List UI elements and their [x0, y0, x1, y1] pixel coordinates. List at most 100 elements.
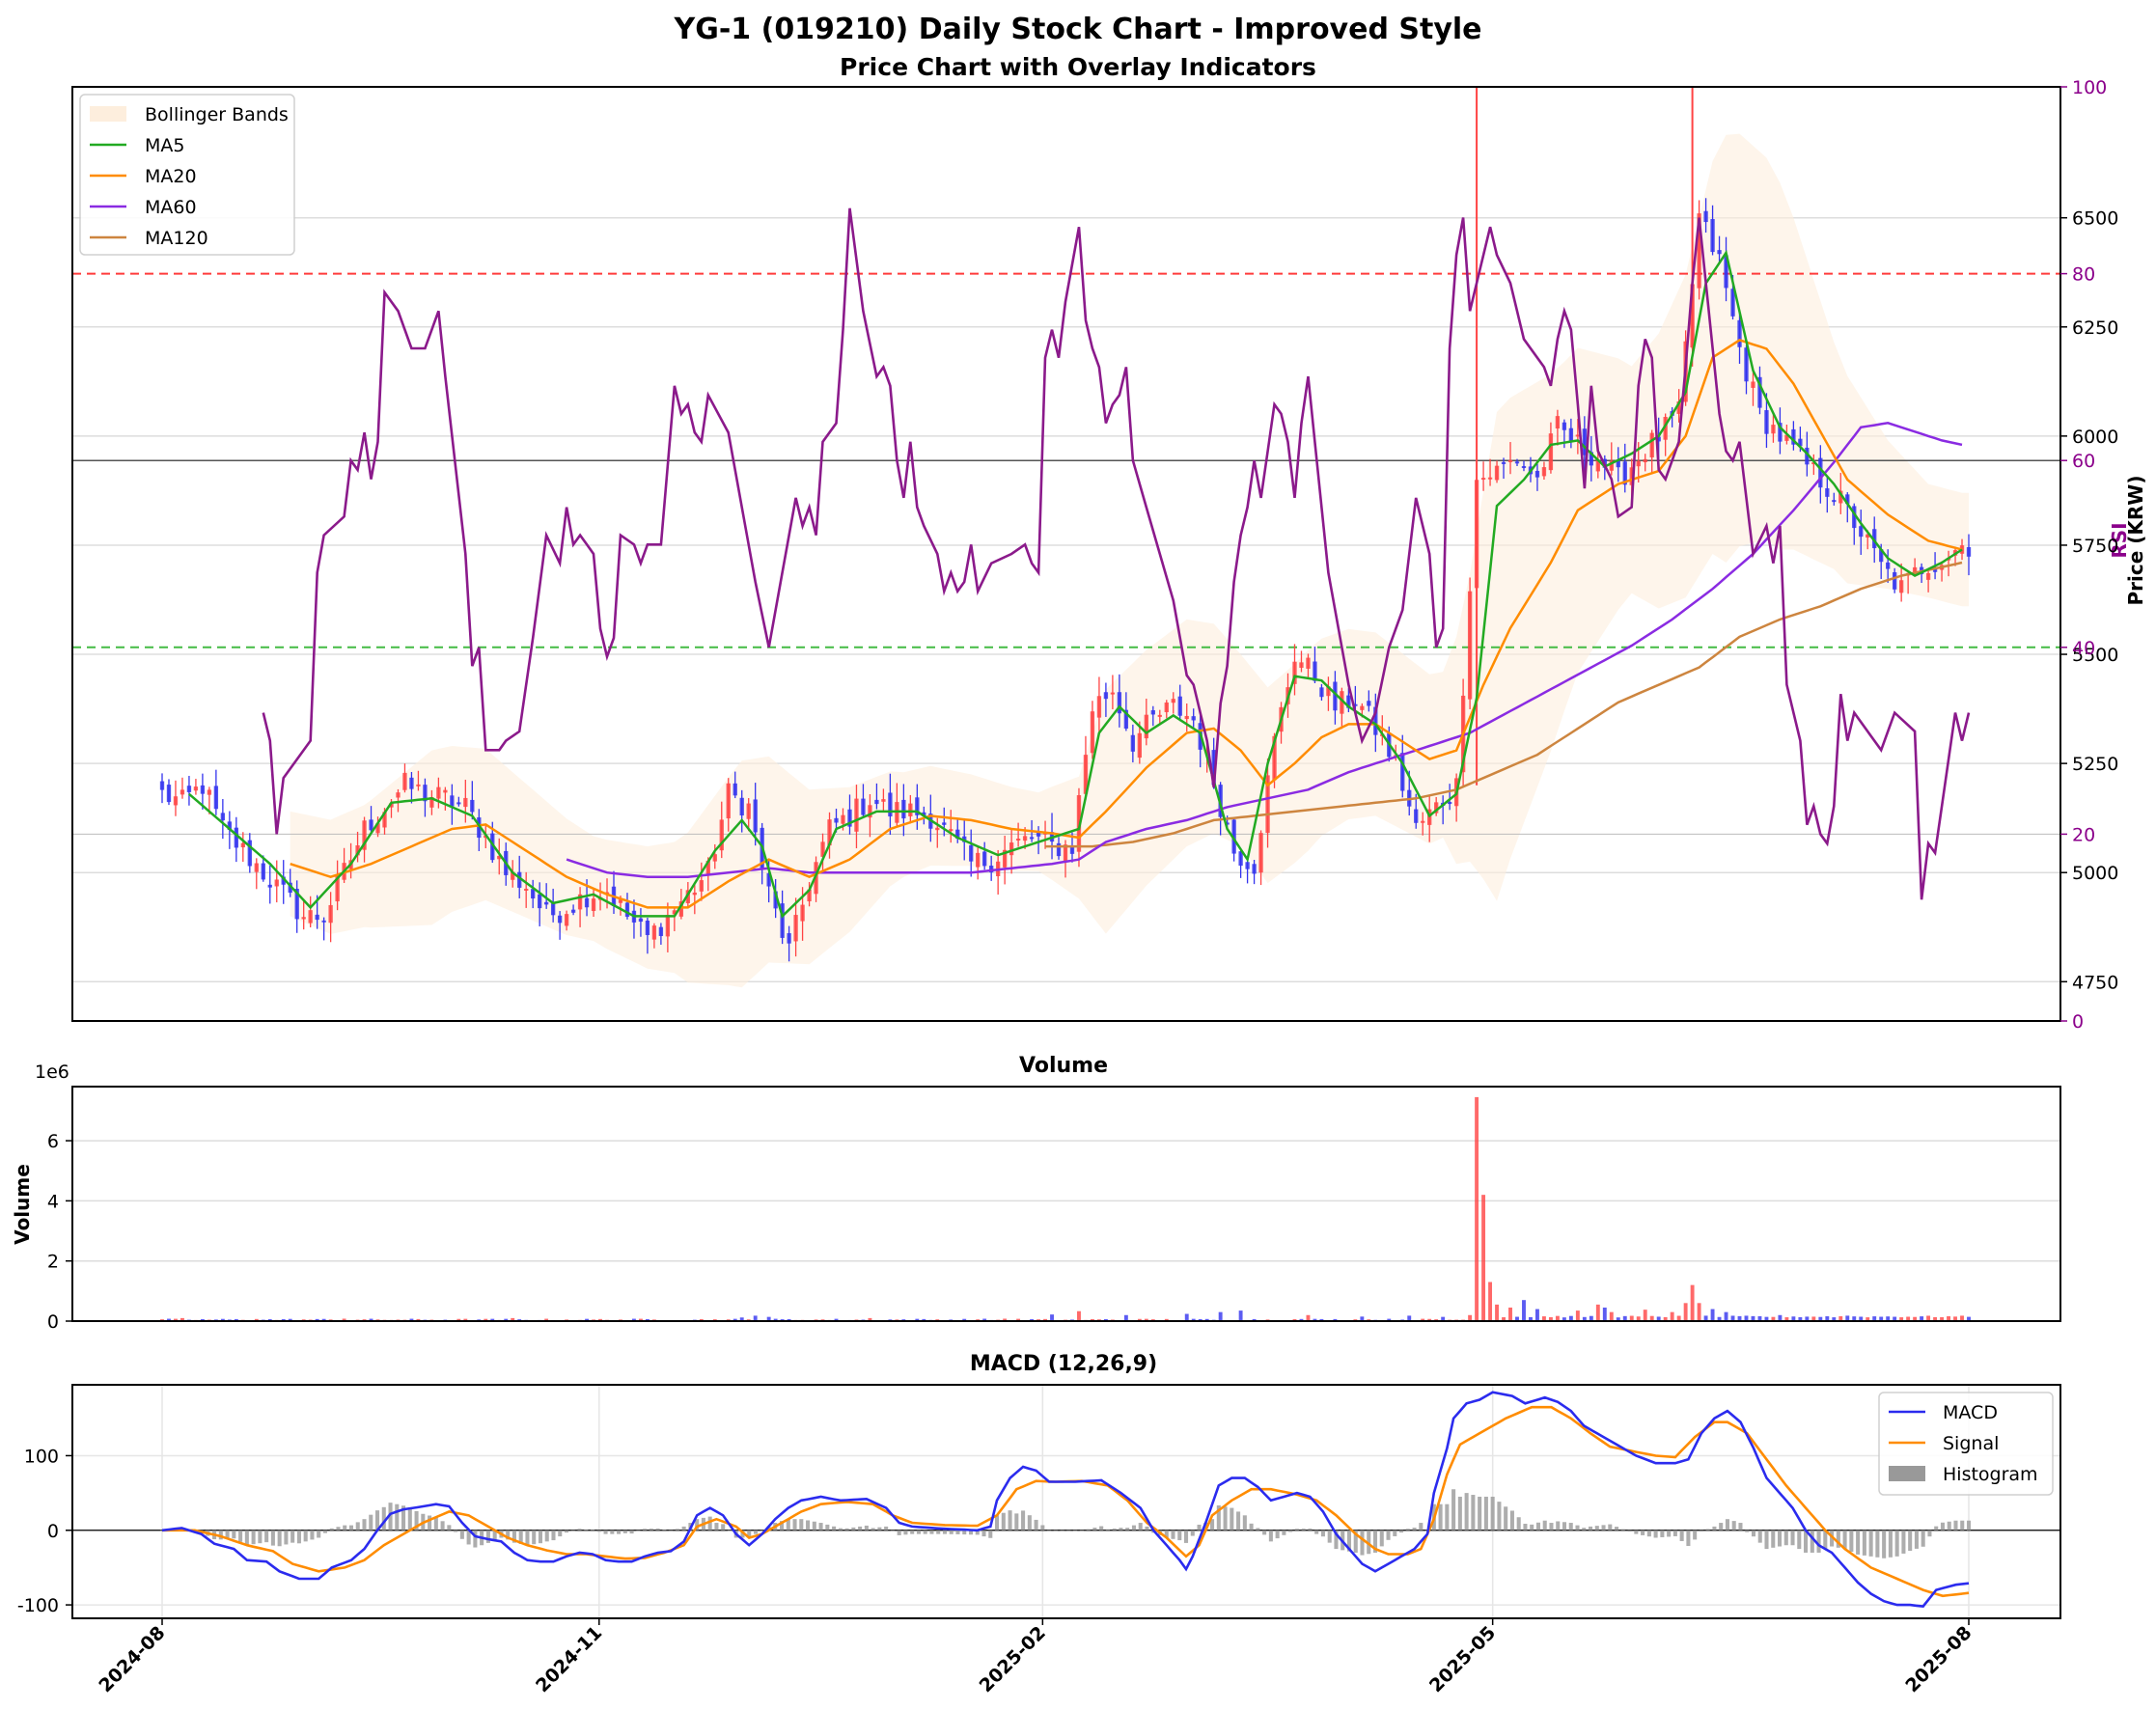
candle-body: [1144, 714, 1148, 739]
volume-bar: [1555, 1315, 1560, 1321]
volume-bar: [1050, 1314, 1054, 1321]
candle-body: [1771, 425, 1776, 434]
candle-body: [988, 866, 994, 873]
candle-body: [651, 925, 657, 940]
candle-body: [1663, 417, 1668, 440]
macd-plot-area: [72, 1385, 2060, 1618]
macd-histogram-bar: [355, 1522, 360, 1531]
macd-histogram-bar: [1940, 1522, 1945, 1531]
candle-body: [315, 914, 319, 921]
macd-histogram-bar: [643, 1529, 648, 1531]
candle-body: [409, 777, 414, 789]
macd-histogram-bar: [603, 1530, 608, 1534]
candle-body: [1879, 549, 1884, 563]
candle-body: [524, 888, 529, 891]
macd-histogram-bar: [1894, 1530, 1899, 1557]
volume-bar: [1043, 1318, 1047, 1321]
macd-histogram-bar: [1509, 1510, 1514, 1531]
macd-histogram-bar: [649, 1529, 653, 1531]
candle-body: [180, 789, 185, 795]
macd-histogram-bar: [518, 1530, 523, 1544]
volume-bar: [1529, 1316, 1533, 1321]
macd-histogram-bar: [981, 1530, 986, 1537]
price-tick-label: 5000: [2072, 863, 2118, 884]
candle-body: [200, 785, 206, 794]
volume-bar: [1872, 1316, 1877, 1321]
macd-histogram-bar: [1262, 1530, 1267, 1535]
candle-body: [847, 809, 852, 827]
ma20-line: [290, 339, 1963, 909]
macd-histogram-bar: [244, 1530, 249, 1546]
macd-histogram-bar: [454, 1530, 458, 1532]
macd-histogram-bar: [721, 1524, 726, 1531]
macd-histogram-bar: [1288, 1530, 1293, 1532]
candle-body: [1367, 701, 1371, 706]
legend-swatch-histogram: [1889, 1466, 1925, 1481]
macd-histogram-bar: [1738, 1523, 1743, 1531]
candle-body: [1319, 687, 1324, 698]
candle-body: [922, 812, 926, 816]
volume-bar: [463, 1318, 468, 1321]
candle-body: [732, 783, 737, 796]
macd-histogram-bar: [1530, 1524, 1534, 1531]
macd-histogram-bar: [232, 1530, 236, 1539]
macd-histogram-bar: [1256, 1528, 1260, 1531]
candle-body: [726, 783, 731, 819]
volume-bar: [1502, 1317, 1506, 1321]
candle-body: [1805, 447, 1810, 465]
legend-entry-label: Signal: [1943, 1433, 1999, 1454]
macd-histogram-bar: [506, 1530, 511, 1540]
macd-histogram-bar: [395, 1503, 400, 1531]
volume-bar: [1845, 1315, 1850, 1321]
volume-bar: [753, 1315, 758, 1321]
candle-body: [1333, 681, 1338, 711]
candle-body: [1487, 477, 1493, 480]
macd-histogram-bar: [1888, 1530, 1893, 1558]
volume-bar: [1893, 1316, 1897, 1321]
volume-bar: [1541, 1316, 1546, 1321]
macd-histogram-bar: [936, 1530, 941, 1534]
volume-bar: [1299, 1318, 1304, 1321]
macd-histogram-bar: [1575, 1525, 1580, 1531]
macd-histogram-bar: [1405, 1529, 1410, 1531]
macd-histogram-bar: [1138, 1523, 1143, 1531]
candle-body: [550, 903, 556, 916]
volume-bar: [1468, 1314, 1473, 1321]
candle-body: [1015, 839, 1021, 841]
macd-legend: MACD Signal Histogram: [1878, 1392, 2054, 1496]
candle-body: [247, 840, 252, 867]
volume-bar: [645, 1318, 650, 1321]
candle-body: [1299, 662, 1304, 669]
volume-bar: [632, 1318, 636, 1321]
macd-histogram-bar: [525, 1530, 530, 1546]
volume-bar: [739, 1317, 744, 1321]
macd-histogram-bar: [1399, 1530, 1404, 1533]
volume-bar: [504, 1318, 509, 1321]
macd-histogram-bar: [447, 1525, 452, 1531]
macd-histogram-bar: [622, 1530, 627, 1533]
candle-body: [746, 803, 751, 819]
candle-body: [240, 842, 245, 848]
volume-bar: [1582, 1316, 1587, 1321]
candle-body: [1852, 506, 1857, 529]
macd-histogram-bar: [1034, 1519, 1038, 1531]
candle-body: [861, 798, 866, 815]
candle-body: [1643, 458, 1647, 463]
macd-histogram-bar: [695, 1519, 700, 1531]
volume-bar: [773, 1318, 778, 1321]
price-plot-area: [72, 87, 2060, 988]
candle-body: [220, 813, 226, 821]
macd-histogram-bar: [1183, 1530, 1189, 1543]
volume-bar: [1825, 1316, 1830, 1321]
candle-body: [1494, 465, 1500, 481]
macd-histogram-bar: [1451, 1489, 1456, 1531]
x-tick-label: 2025-05: [1425, 1622, 1500, 1696]
macd-histogram-bar: [1379, 1530, 1384, 1547]
macd-histogram-bar: [1966, 1520, 1972, 1531]
macd-histogram-bar: [1745, 1530, 1750, 1532]
macd-histogram-bar: [218, 1530, 223, 1540]
macd-histogram-bar: [1535, 1522, 1540, 1531]
volume-bar: [1866, 1317, 1870, 1321]
volume-bar: [1495, 1304, 1499, 1321]
macd-histogram-bar: [1921, 1530, 1925, 1547]
